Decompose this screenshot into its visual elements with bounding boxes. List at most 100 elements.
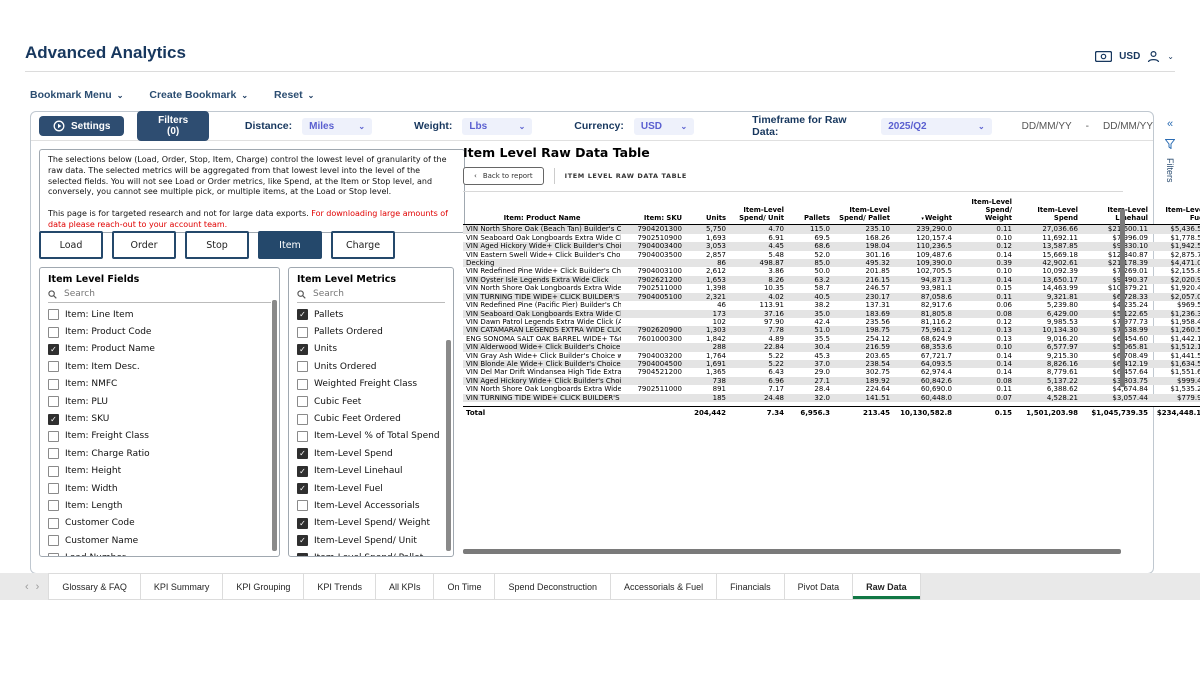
- checkbox-unchecked[interactable]: [48, 448, 59, 460]
- checkbox-unchecked[interactable]: [297, 378, 308, 390]
- checkbox-checked[interactable]: ✓: [297, 465, 308, 477]
- level-button-load[interactable]: Load: [39, 231, 103, 259]
- column-header-item-level-spend-pallet[interactable]: Item-Level Spend/ Pallet: [833, 198, 893, 226]
- table-row[interactable]: VIN Gray Ash Wide+ Click Builder's Choic…: [463, 352, 1200, 360]
- fields-scrollbar[interactable]: [272, 300, 277, 551]
- level-button-charge[interactable]: Charge: [331, 231, 395, 259]
- table-row[interactable]: VIN Seaboard Oak Longboards Extra Wide C…: [463, 309, 1200, 318]
- checkbox-unchecked[interactable]: [48, 500, 59, 512]
- column-header-item-sku[interactable]: Item: SKU: [621, 198, 685, 226]
- settings-button[interactable]: Settings: [39, 116, 125, 136]
- field-item-item-line-item[interactable]: Item: Line Item: [48, 306, 271, 323]
- tabs-scroll-left-icon[interactable]: ‹: [25, 580, 29, 593]
- table-row[interactable]: VIN Aged Hickory Wide+ Click Builder's C…: [463, 376, 1200, 386]
- metric-item-item-level-spend-unit[interactable]: ✓ Item-Level Spend/ Unit: [297, 532, 445, 549]
- field-item-item-plu[interactable]: Item: PLU: [48, 393, 271, 410]
- bookmark-menu-create-bookmark[interactable]: Create Bookmark ⌄: [149, 89, 249, 101]
- metric-item-item-level-linehaul[interactable]: ✓ Item-Level Linehaul: [297, 463, 445, 480]
- checkbox-checked[interactable]: ✓: [297, 535, 308, 547]
- metrics-search-input[interactable]: [311, 288, 434, 300]
- weight-select[interactable]: Lbs ⌄: [462, 117, 533, 135]
- currency-select[interactable]: USD ⌄: [633, 117, 695, 135]
- field-item-item-sku[interactable]: ✓ Item: SKU: [48, 410, 271, 427]
- checkbox-checked[interactable]: ✓: [297, 483, 308, 495]
- column-header-item-level-linehaul[interactable]: Item-Level Linehaul: [1081, 198, 1151, 226]
- checkbox-unchecked[interactable]: [297, 430, 308, 442]
- checkbox-unchecked[interactable]: [297, 413, 308, 425]
- checkbox-unchecked[interactable]: [48, 552, 59, 556]
- tab-on-time[interactable]: On Time: [433, 573, 496, 600]
- table-row[interactable]: VIN Seaboard Oak Longboards Extra Wide C…: [463, 234, 1200, 242]
- checkbox-checked[interactable]: ✓: [297, 448, 308, 460]
- tabs-scroll-right-icon[interactable]: ›: [35, 580, 40, 593]
- checkbox-checked[interactable]: ✓: [297, 517, 308, 529]
- table-row[interactable]: ENG SONOMA SALT OAK BARREL WIDE+ T&G 7601…: [463, 335, 1200, 343]
- tab-spend-deconstruction[interactable]: Spend Deconstruction: [494, 573, 612, 600]
- table-row[interactable]: VIN Del Mar Drift Windansea High Tide Ex…: [463, 368, 1200, 376]
- checkbox-unchecked[interactable]: [297, 361, 308, 373]
- table-row[interactable]: VIN Eastern Swell Wide+ Click Builder's …: [463, 251, 1200, 259]
- tab-raw-data[interactable]: Raw Data: [852, 573, 921, 600]
- metric-item-units-ordered[interactable]: Units Ordered: [297, 358, 445, 375]
- checkbox-unchecked[interactable]: [48, 535, 59, 547]
- column-header-units[interactable]: Units: [685, 198, 729, 226]
- checkbox-unchecked[interactable]: [297, 500, 308, 512]
- table-row[interactable]: VIN TURNING TIDE WIDE+ CLICK BUILDER'S C…: [463, 292, 1200, 302]
- level-button-item[interactable]: Item: [258, 231, 322, 259]
- metrics-search[interactable]: [297, 285, 445, 303]
- tab-all-kpis[interactable]: All KPIs: [374, 573, 435, 600]
- metric-item-item-level-fuel[interactable]: ✓ Item-Level Fuel: [297, 480, 445, 497]
- chevron-down-icon[interactable]: ⌄: [1167, 52, 1174, 61]
- tab-kpi-grouping[interactable]: KPI Grouping: [222, 573, 305, 600]
- tab-financials[interactable]: Financials: [716, 573, 785, 600]
- checkbox-unchecked[interactable]: [48, 378, 59, 390]
- metric-item-weighted-freight-class[interactable]: Weighted Freight Class: [297, 376, 445, 393]
- checkbox-unchecked[interactable]: [48, 396, 59, 408]
- level-button-stop[interactable]: Stop: [185, 231, 249, 259]
- metric-item-item-level-accessorials[interactable]: Item-Level Accessorials: [297, 497, 445, 514]
- user-icon[interactable]: [1147, 50, 1160, 63]
- table-horizontal-scrollbar[interactable]: [463, 549, 1121, 554]
- table-row[interactable]: VIN Redefined Pine Wide+ Click Builder's…: [463, 267, 1200, 275]
- table-row[interactable]: VIN Blonde Ale Wide+ Click Builder's Cho…: [463, 359, 1200, 369]
- table-row[interactable]: VIN CATAMARAN LEGENDS EXTRA WIDE CLICK 79…: [463, 326, 1200, 335]
- field-item-customer-code[interactable]: Customer Code: [48, 515, 271, 532]
- distance-select[interactable]: Miles ⌄: [302, 117, 373, 135]
- column-header-item-level-spend-weight[interactable]: Item-Level Spend/ Weight: [955, 198, 1015, 226]
- checkbox-unchecked[interactable]: [48, 465, 59, 477]
- checkbox-unchecked[interactable]: [48, 326, 59, 338]
- checkbox-checked[interactable]: ✓: [297, 552, 308, 556]
- field-item-item-width[interactable]: Item: Width: [48, 480, 271, 497]
- checkbox-unchecked[interactable]: [48, 517, 59, 529]
- filters-button[interactable]: Filters (0): [137, 111, 209, 141]
- column-header-item-level-spend-unit[interactable]: Item-Level Spend/ Unit: [729, 198, 787, 226]
- table-row[interactable]: VIN Redefined Pine (Pacific Pier) Builde…: [463, 301, 1200, 309]
- checkbox-unchecked[interactable]: [48, 361, 59, 373]
- bookmark-menu-bookmark-menu[interactable]: Bookmark Menu ⌄: [30, 89, 124, 101]
- field-item-item-product-name[interactable]: ✓ Item: Product Name: [48, 341, 271, 358]
- metric-item-item-level-of-total-spend[interactable]: Item-Level % of Total Spend: [297, 428, 445, 445]
- checkbox-unchecked[interactable]: [297, 396, 308, 408]
- field-item-item-product-code[interactable]: Item: Product Code: [48, 323, 271, 340]
- checkbox-checked[interactable]: ✓: [297, 309, 308, 321]
- tab-glossary-faq[interactable]: Glossary & FAQ: [48, 573, 141, 600]
- expand-filter-pane-icon[interactable]: «: [1166, 118, 1174, 130]
- field-item-item-charge-ratio[interactable]: Item: Charge Ratio: [48, 445, 271, 462]
- metric-item-cubic-feet[interactable]: Cubic Feet: [297, 393, 445, 410]
- column-header-weight[interactable]: ▾Weight: [893, 198, 955, 226]
- level-button-order[interactable]: Order: [112, 231, 176, 259]
- table-row[interactable]: VIN Aged Hickory Wide+ Click Builder's C…: [463, 242, 1200, 251]
- checkbox-unchecked[interactable]: [48, 483, 59, 495]
- tab-pivot-data[interactable]: Pivot Data: [783, 573, 854, 600]
- fields-search[interactable]: [48, 285, 271, 303]
- checkbox-unchecked[interactable]: [48, 430, 59, 442]
- checkbox-unchecked[interactable]: [48, 309, 59, 321]
- tab-accessorials-fuel[interactable]: Accessorials & Fuel: [610, 573, 718, 600]
- field-item-item-nmfc[interactable]: Item: NMFC: [48, 376, 271, 393]
- table-row[interactable]: VIN Dawn Patrol Legends Extra Wide Click…: [463, 318, 1200, 326]
- field-item-item-freight-class[interactable]: Item: Freight Class: [48, 428, 271, 445]
- table-row[interactable]: VIN North Shore Oak Longboards Extra Wid…: [463, 385, 1200, 393]
- metric-item-units[interactable]: ✓ Units: [297, 341, 445, 358]
- table-row[interactable]: VIN Alderwood Wide+ Click Builder's Choi…: [463, 343, 1200, 352]
- metric-item-cubic-feet-ordered[interactable]: Cubic Feet Ordered: [297, 410, 445, 427]
